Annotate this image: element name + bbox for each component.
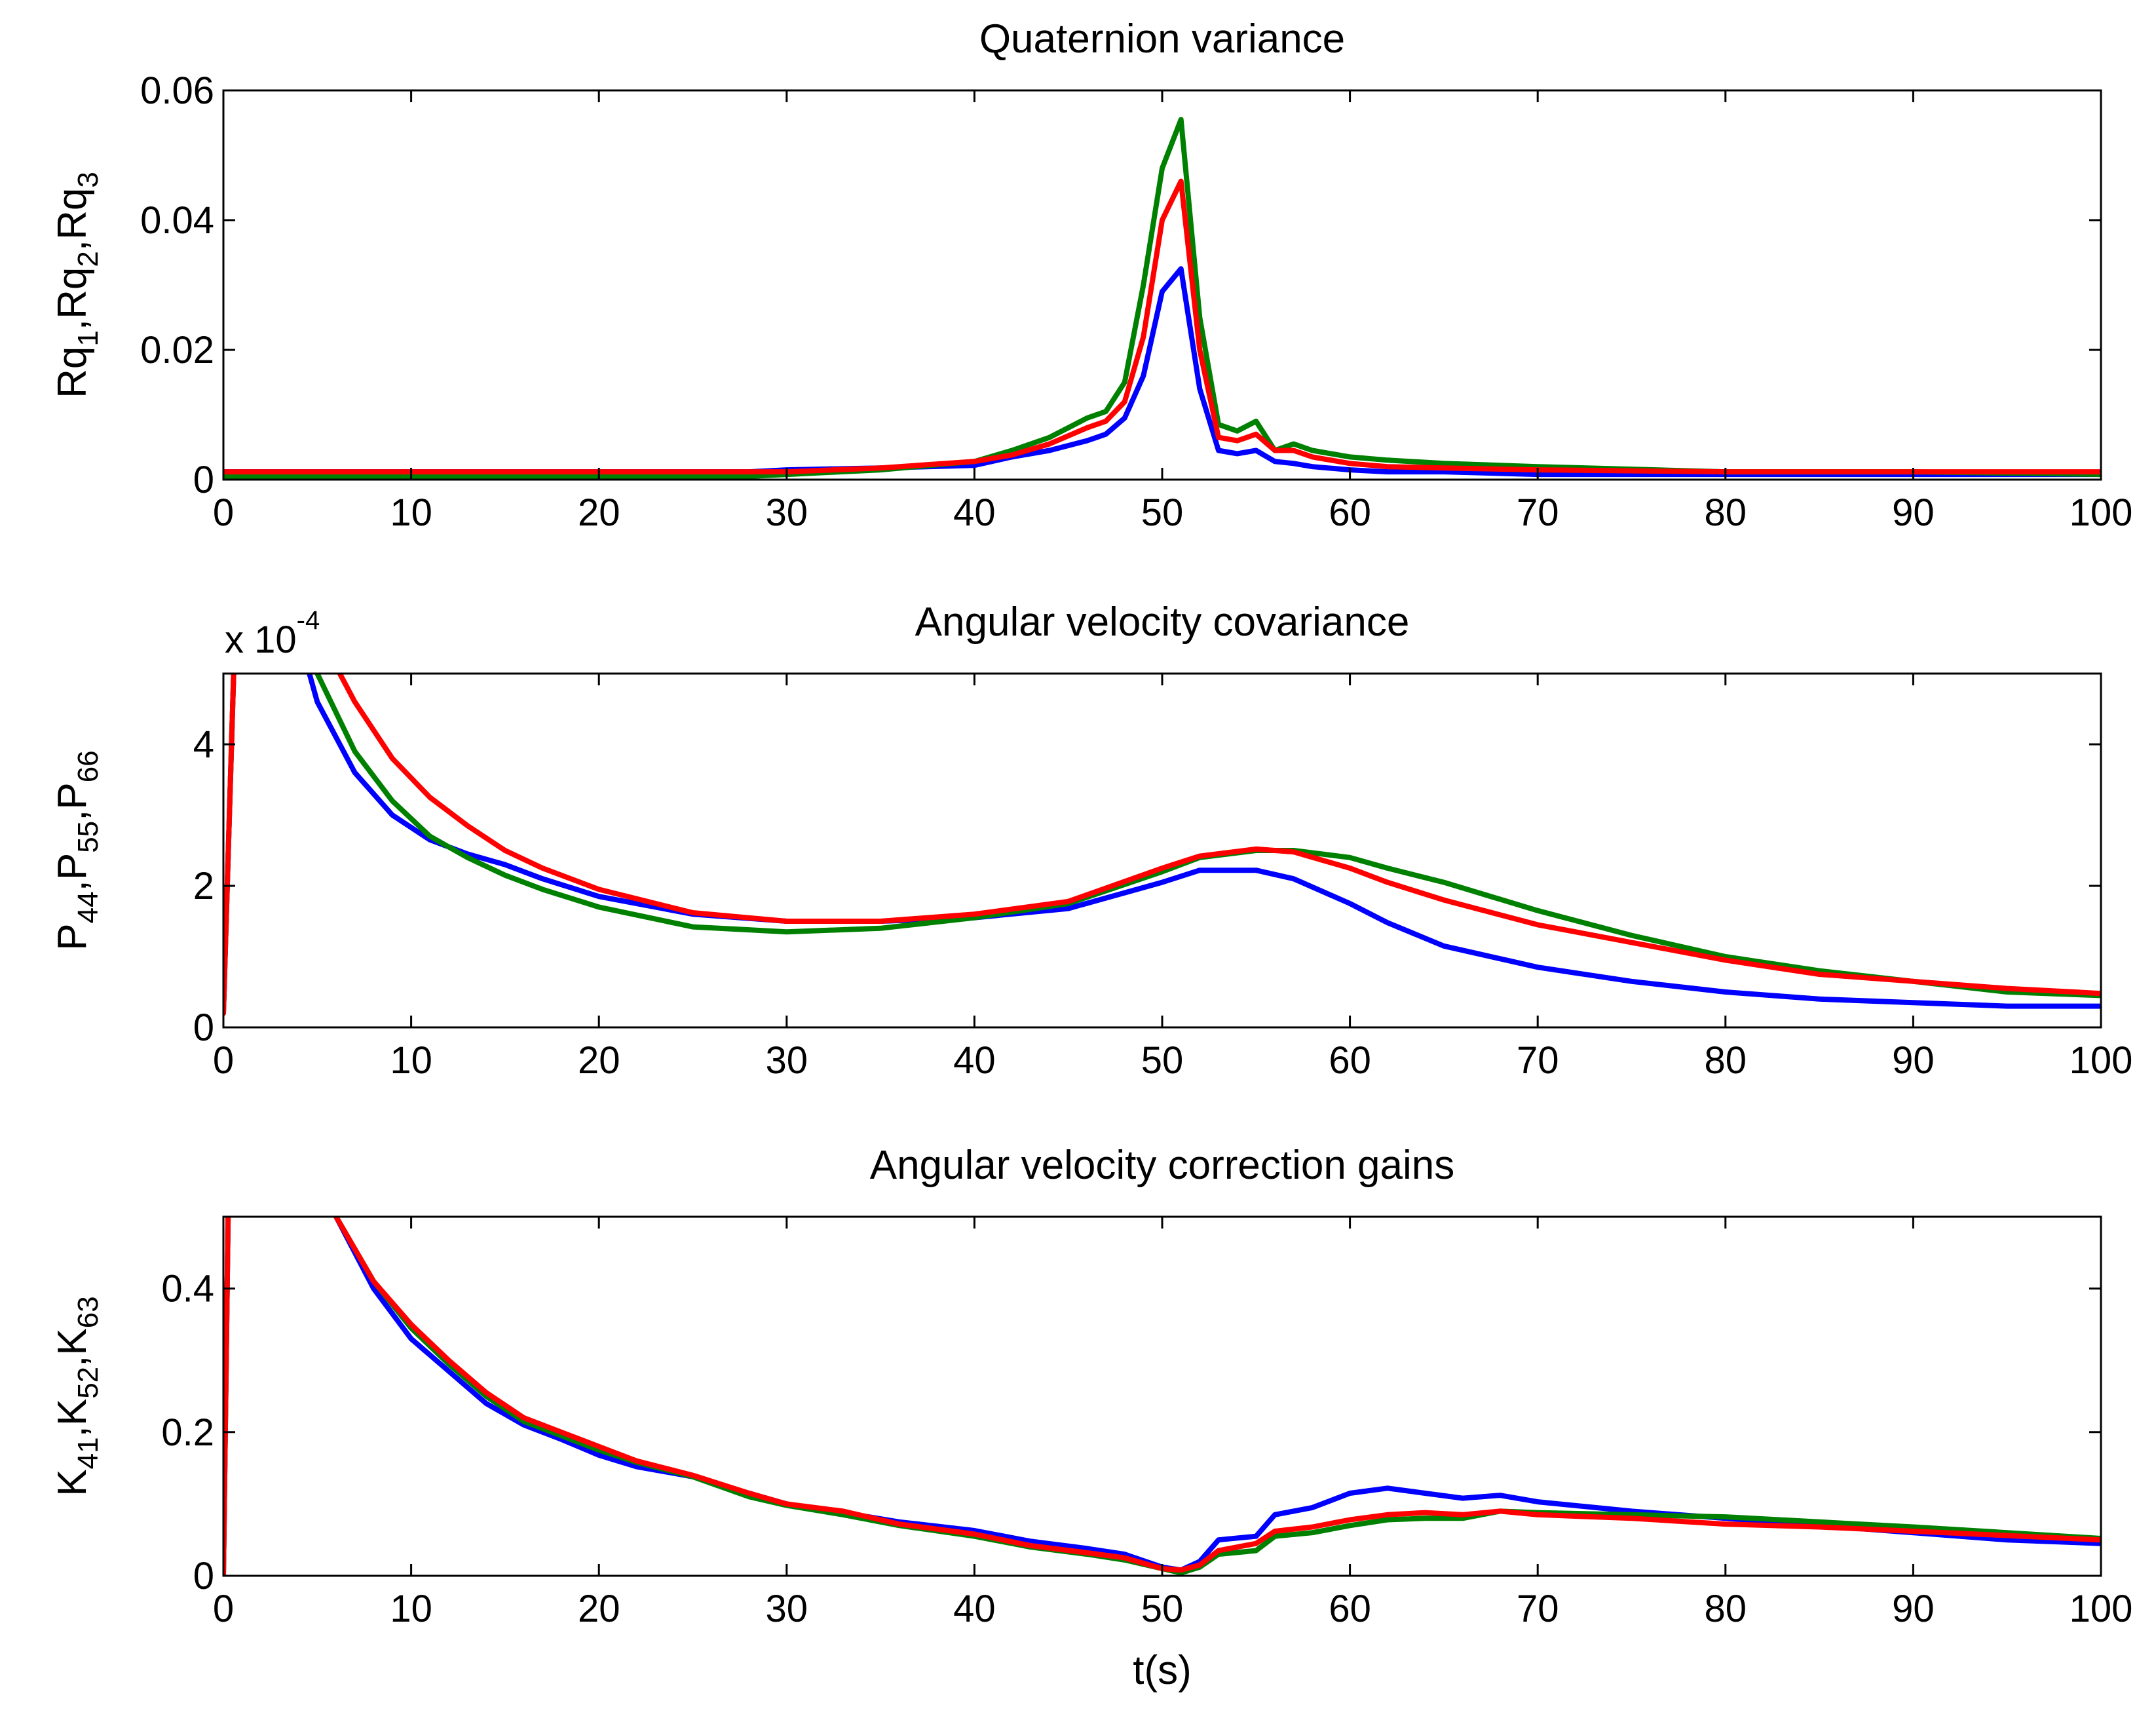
x-axis-label: t(s) <box>1133 1648 1192 1693</box>
x-tick-label: 80 <box>1705 491 1747 534</box>
y-axis-label: K41,K52,K63 <box>50 1296 104 1496</box>
x-tick-label: 50 <box>1141 1039 1184 1082</box>
x-tick-label: 100 <box>2070 491 2133 534</box>
x-tick-label: 10 <box>390 1588 432 1630</box>
series-line-rq3 <box>223 178 2101 475</box>
y-tick-label: 0.02 <box>140 329 214 372</box>
x-tick-label: 50 <box>1141 1588 1184 1630</box>
panel-quaternion-variance: 0 10 20 30 40 50 60 70 80 90 100 0 0.02 0.04 0.06 Quate… <box>50 16 2132 534</box>
x-tick-label: 40 <box>953 491 996 534</box>
y-tick-label: 0.2 <box>161 1411 214 1454</box>
x-tick-label: 0 <box>213 1039 234 1082</box>
x-tick-label: 30 <box>766 1039 808 1082</box>
y-tick-label: 0 <box>193 1006 214 1049</box>
x-tick-label: 30 <box>766 491 808 534</box>
x-tick-label: 30 <box>766 1588 808 1630</box>
series-line-rq1 <box>223 266 2101 478</box>
x-tick-label: 100 <box>2070 1588 2133 1630</box>
x-tick-label: 60 <box>1329 1588 1371 1630</box>
chart-title: Quaternion variance <box>979 16 1345 62</box>
series-group <box>223 117 2101 479</box>
x-tick-label: 70 <box>1517 491 1559 534</box>
x-tick-label: 60 <box>1329 491 1371 534</box>
y-tick-label: 2 <box>193 865 214 907</box>
x-tick-label: 20 <box>578 491 620 534</box>
chart-title: Angular velocity covariance <box>915 600 1410 645</box>
x-tick-label: 10 <box>390 491 432 534</box>
axes-frame <box>222 89 2102 481</box>
series-group <box>223 674 2101 1016</box>
x-tick-label: 20 <box>578 1039 620 1082</box>
x-tick-label: 70 <box>1517 1588 1559 1630</box>
x-tick-label: 90 <box>1892 491 1935 534</box>
series-line-p44 <box>223 674 2101 1016</box>
y-tick-label: 0 <box>193 459 214 501</box>
x-tick-label: 80 <box>1705 1039 1747 1082</box>
series-line-p55 <box>223 674 2101 1016</box>
x-tick-label: 90 <box>1892 1039 1935 1082</box>
x-tick-label: 0 <box>213 491 234 534</box>
y-tick-label: 0.4 <box>161 1268 214 1310</box>
x-tick-label: 40 <box>953 1588 996 1630</box>
x-tick-label: 70 <box>1517 1039 1559 1082</box>
y-axis-label: P44,P55,P66 <box>50 750 104 950</box>
y-tick-label: 4 <box>193 723 214 766</box>
y-tick-label: 0.06 <box>140 69 214 112</box>
y-axis-label: Rq1,Rq2,Rq3 <box>50 172 104 398</box>
series-line-k41 <box>223 1217 2101 1576</box>
x-tick-label: 90 <box>1892 1588 1935 1630</box>
chart-title: Angular velocity correction gains <box>870 1143 1455 1188</box>
series-line-k63 <box>223 1217 2101 1576</box>
series-line-p66 <box>223 674 2101 1016</box>
x-tick-label: 100 <box>2070 1039 2133 1082</box>
y-tick-label: 0.04 <box>140 199 214 242</box>
x-tick-label: 40 <box>953 1039 996 1082</box>
series-group <box>223 1217 2101 1576</box>
y-tick-label: 0 <box>193 1555 214 1597</box>
panel-angular-velocity-correction-gains: 0 10 20 30 40 50 60 70 80 90 100 0 0.2 0.4 Angular vel… <box>50 1143 2133 1693</box>
x-tick-label: 0 <box>213 1588 234 1630</box>
x-tick-label: 50 <box>1141 491 1184 534</box>
panel-angular-velocity-covariance: 0 10 20 30 40 50 60 70 80 90 100 0 2 4 Angular velocit… <box>50 600 2133 1082</box>
y-exponent-label: x 10-4 <box>225 606 320 661</box>
x-tick-label: 80 <box>1705 1588 1747 1630</box>
x-tick-label: 10 <box>390 1039 432 1082</box>
x-tick-label: 60 <box>1329 1039 1371 1082</box>
x-tick-label: 20 <box>578 1588 620 1630</box>
